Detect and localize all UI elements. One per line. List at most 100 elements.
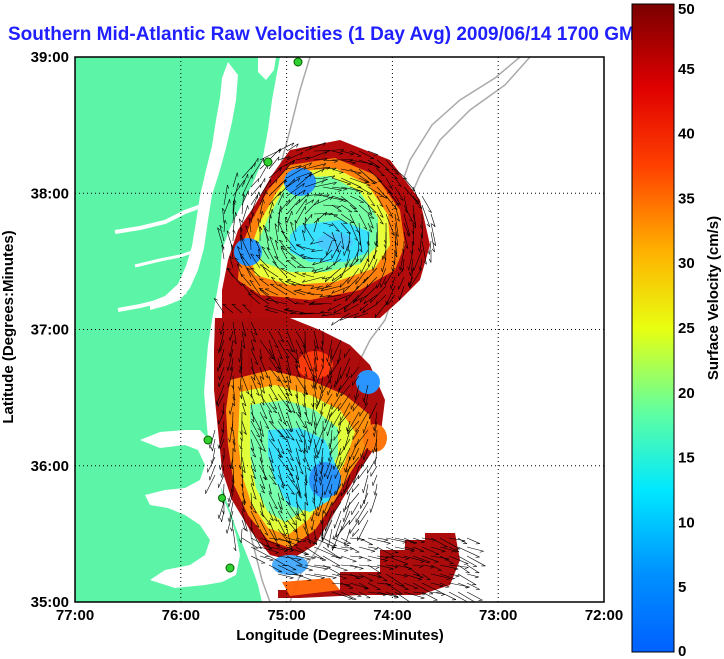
velocity-vector	[241, 375, 250, 395]
velocity-vector	[295, 162, 312, 170]
velocity-vector	[295, 483, 301, 496]
velocity-vector	[250, 537, 273, 550]
velocity-vector	[340, 213, 354, 223]
velocity-vector	[230, 456, 234, 469]
velocity-vector-head	[299, 351, 304, 355]
velocity-vector	[221, 465, 225, 478]
velocity-vector-head	[379, 221, 384, 225]
velocity-vector-head	[328, 379, 331, 384]
velocity-vector-head	[274, 345, 279, 349]
velocity-vector-head	[250, 238, 253, 243]
velocity-vector	[340, 222, 351, 234]
velocity-vector	[304, 492, 309, 506]
velocity-vector-head	[364, 588, 369, 590]
velocity-patch-north-blue-3	[317, 233, 353, 251]
velocity-vector-head	[293, 290, 298, 292]
velocity-vector	[403, 582, 419, 589]
velocity-vector	[304, 142, 326, 152]
velocity-vector-head	[333, 309, 337, 314]
velocity-vector-head	[371, 551, 376, 553]
velocity-vector	[359, 402, 369, 417]
velocity-vector-head	[320, 536, 323, 541]
velocity-vector-head	[338, 557, 343, 560]
velocity-vector	[217, 348, 225, 372]
velocity-vector	[421, 591, 438, 601]
velocity-vector-head	[317, 450, 319, 455]
velocity-vector	[250, 158, 264, 179]
latitude-tick-labels: 39:00 38:00 37:00 36:00 35:00	[31, 49, 69, 611]
velocity-vector	[372, 474, 378, 486]
velocity-vector	[250, 456, 257, 472]
velocity-vector	[421, 546, 440, 555]
velocity-vector-head	[451, 550, 456, 553]
colorbar-tick-label: 25	[678, 320, 695, 337]
velocity-vector	[457, 546, 480, 558]
velocity-vector-head	[311, 214, 313, 219]
velocity-vector	[308, 429, 315, 450]
velocity-vector-head	[257, 178, 260, 183]
velocity-vector-head	[381, 255, 384, 260]
velocity-vector-head	[450, 578, 455, 580]
velocity-vector-head	[226, 268, 231, 271]
velocity-vector	[394, 177, 402, 187]
velocity-vector	[229, 330, 234, 341]
velocity-vector	[325, 501, 333, 517]
velocity-vector	[277, 156, 291, 161]
velocity-vector-head	[257, 546, 262, 550]
velocity-vector	[327, 465, 333, 480]
velocity-vector-head	[291, 479, 295, 483]
colorbar-tick-label: 0	[678, 643, 686, 659]
velocity-vector-head	[290, 311, 294, 315]
velocity-vector	[358, 213, 368, 230]
velocity-vector	[385, 591, 399, 597]
velocity-vector	[241, 402, 247, 416]
y-axis-label: Latitude (Degrees:Minutes)	[0, 230, 17, 423]
velocity-vector	[351, 483, 360, 493]
velocity-vector	[277, 546, 294, 551]
velocity-vector	[321, 312, 342, 317]
velocity-vector-head	[389, 568, 394, 570]
velocity-vector	[293, 290, 306, 296]
velocity-vector-head	[428, 258, 432, 263]
velocity-vector	[286, 420, 292, 433]
velocity-vector	[313, 217, 319, 233]
velocity-vector-head	[217, 227, 221, 231]
velocity-vector	[310, 240, 324, 245]
velocity-vector	[349, 555, 363, 558]
velocity-vector	[347, 411, 360, 433]
velocity-vector	[412, 591, 426, 594]
velocity-vector-head	[403, 575, 408, 578]
velocity-vector	[232, 465, 235, 484]
velocity-vector	[358, 582, 369, 589]
velocity-vector-head	[242, 500, 246, 504]
velocity-vector	[430, 213, 436, 227]
velocity-vector	[295, 339, 304, 355]
velocity-vector	[322, 546, 340, 559]
velocity-vector	[232, 384, 236, 401]
velocity-vector	[349, 195, 364, 203]
velocity-vector	[250, 546, 270, 557]
colorbar-gradient	[631, 3, 675, 653]
velocity-vector	[295, 330, 306, 348]
velocity-vector	[374, 240, 378, 260]
velocity-vector	[352, 528, 360, 537]
velocity-vector	[250, 465, 256, 479]
velocity-vector-head	[278, 149, 282, 154]
velocity-vector-head	[372, 432, 375, 437]
velocity-vector-head	[363, 300, 366, 305]
velocity-vector	[374, 411, 378, 431]
velocity-vector	[358, 573, 374, 582]
velocity-vector-head	[279, 455, 283, 458]
velocity-vector	[322, 159, 338, 162]
velocity-vector	[278, 284, 297, 296]
velocity-vector-head	[372, 266, 374, 271]
velocity-vector	[448, 546, 460, 552]
velocity-vector	[326, 240, 333, 256]
velocity-vector-head	[359, 298, 362, 303]
velocity-vector	[240, 438, 243, 450]
velocity-vector-head	[288, 545, 293, 548]
velocity-vector	[311, 519, 315, 531]
velocity-vector-head	[336, 464, 339, 469]
velocity-vector	[411, 240, 414, 255]
velocity-vector	[457, 555, 478, 567]
